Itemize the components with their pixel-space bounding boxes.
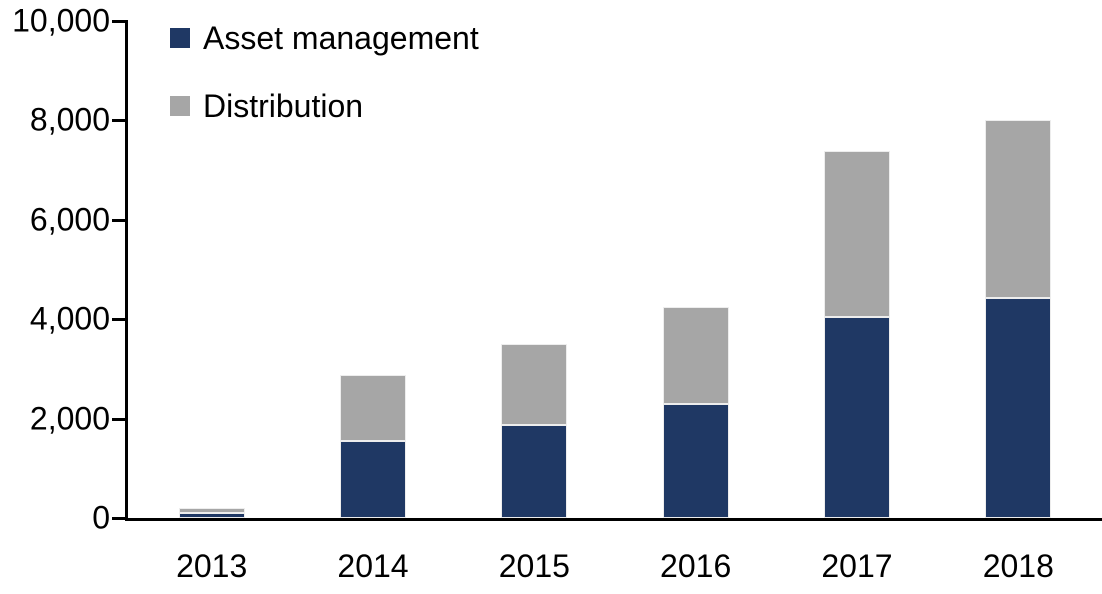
legend-item-distribution: Distribution [170, 86, 479, 126]
y-tick-label: 0 [92, 499, 110, 536]
bar-segment-asset-management-2013 [178, 513, 245, 518]
stacked-bar-2017 [823, 151, 890, 518]
y-tick-label: 10,000 [12, 2, 110, 39]
x-tick-label-2016: 2016 [660, 548, 732, 584]
bar-slot-2014 [292, 21, 453, 518]
y-tick-mark [112, 20, 125, 23]
bar-segment-distribution-2017 [823, 151, 890, 317]
y-tick-mark [112, 318, 125, 322]
bar-segment-distribution-2018 [985, 120, 1052, 298]
y-tick-label: 2,000 [29, 399, 110, 436]
bar-slot-2015 [454, 21, 615, 518]
y-tick-label: 6,000 [29, 201, 110, 238]
y-tick-mark [112, 218, 125, 222]
bar-segment-distribution-2014 [339, 375, 406, 441]
bar-segment-asset-management-2017 [823, 317, 890, 518]
legend-label-distribution: Distribution [203, 88, 364, 124]
bar-slot-2013 [131, 21, 292, 518]
y-tick-mark [112, 417, 125, 421]
bar-slot-2016 [615, 21, 776, 518]
stacked-bar-2013 [178, 508, 245, 518]
stacked-bar-2018 [985, 120, 1052, 518]
bar-segment-asset-management-2015 [501, 425, 568, 518]
x-axis-line [125, 518, 1102, 521]
y-tick-label: 4,000 [29, 300, 110, 337]
y-tick-mark [112, 517, 125, 520]
stacked-bar-2015 [501, 344, 568, 518]
bar-segment-distribution-2013 [178, 508, 245, 513]
bar-segment-asset-management-2016 [662, 404, 729, 518]
bar-segment-asset-management-2018 [985, 298, 1052, 518]
bar-slot-2018 [938, 21, 1099, 518]
legend: Asset management Distribution [170, 18, 479, 154]
bar-slot-2017 [776, 21, 937, 518]
bar-segment-distribution-2015 [501, 344, 568, 425]
stacked-bar-2014 [339, 375, 406, 518]
bar-segment-asset-management-2014 [339, 441, 406, 518]
distribution-swatch-icon [170, 96, 190, 116]
legend-label-asset-management: Asset management [203, 20, 479, 56]
x-axis-tick-labels: 2013 2014 2015 2016 2017 2018 [131, 550, 1099, 582]
legend-item-asset-management: Asset management [170, 18, 479, 58]
plot-area [131, 21, 1099, 518]
x-tick-label-2017: 2017 [821, 548, 893, 584]
y-tick-label: 8,000 [29, 101, 110, 138]
x-tick-label-2015: 2015 [498, 548, 570, 584]
x-tick-label-2013: 2013 [176, 548, 248, 584]
stacked-bar-2016 [662, 307, 729, 518]
y-axis-line [125, 20, 128, 521]
asset-management-swatch-icon [170, 28, 190, 48]
x-tick-label-2018: 2018 [982, 548, 1054, 584]
x-tick-label-2014: 2014 [337, 548, 409, 584]
y-tick-mark [112, 119, 125, 123]
bar-segment-distribution-2016 [662, 307, 729, 404]
